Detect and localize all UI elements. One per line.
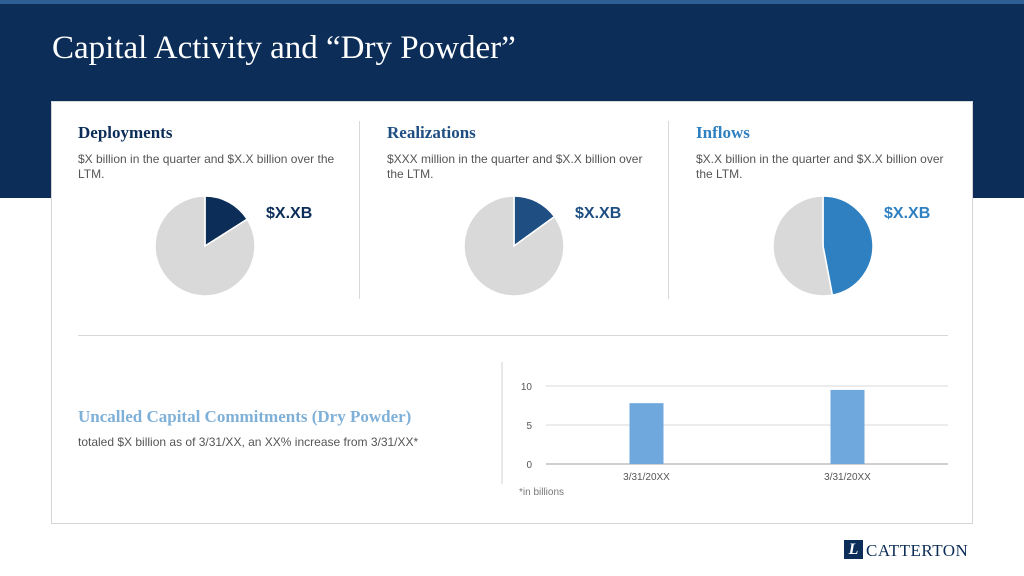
panel-deployments: Deployments $X billion in the quarter an… [78,102,358,302]
pie-slice-remainder [772,195,834,297]
column-divider [668,121,669,299]
panel-value: $X.XB [884,205,931,222]
content-card: Deployments $X billion in the quarter an… [51,101,973,524]
panel-heading: Inflows [696,123,750,142]
pie-chart-deployments [154,195,256,297]
pie-slice-remainder [154,195,256,297]
slide-title: Capital Activity and “Dry Powder” [52,30,516,66]
dry-powder-text: totaled $X billion as of 3/31/XX, an XX%… [78,435,419,449]
panel-value: $X.XB [575,205,622,222]
logo-mark: L [844,540,863,559]
panel-text: $X billion in the quarter and $X.X billi… [78,152,335,181]
x-tick-label: 3/31/20XX [824,472,871,483]
y-tick-label: 5 [526,421,532,432]
panel-value: $X.XB [266,205,313,222]
pie-chart-realizations [463,195,565,297]
pie-slice-highlight [822,195,874,296]
panel-realizations: Realizations $XXX million in the quarter… [387,102,667,302]
panel-text: $XXX million in the quarter and $X.X bil… [387,152,643,181]
x-tick-label: 3/31/20XX [623,472,670,483]
y-tick-label: 10 [521,382,533,393]
bar [629,403,664,464]
section-divider [78,335,948,336]
pie-slice-remainder [463,195,565,297]
logo-text: CATTERTON [866,541,969,560]
panel-heading: Realizations [387,123,476,142]
pie-chart-inflows [772,195,874,297]
pie-slice-highlight [204,195,249,248]
bar [830,389,865,464]
chart-note: *in billions [519,487,565,498]
column-divider [359,121,360,299]
panel-inflows: Inflows $X.X billion in the quarter and … [696,102,976,302]
y-tick-label: 0 [526,460,532,471]
panel-text: $X.X billion in the quarter and $X.X bil… [696,152,944,181]
panel-heading: Deployments [78,123,173,142]
dry-powder-bar-chart: 0 5 10 3/31/20XX 3/31/20XX [501,362,948,484]
header-top-line [0,0,1024,4]
dry-powder-title: Uncalled Capital Commitments (Dry Powder… [78,407,412,426]
